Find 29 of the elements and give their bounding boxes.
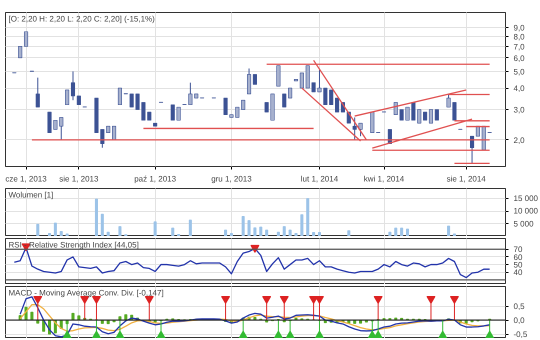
y-tick-label: 9,0 — [514, 23, 526, 32]
chart-title: Wolumen [1] — [8, 190, 54, 200]
y-tick-label: 6,0 — [514, 54, 526, 63]
y-tick-label: 5 000 — [514, 219, 534, 228]
chart-title: MACD - Moving Average Conv. Div. [-0,147] — [8, 288, 164, 298]
y-tick-label: 4,0 — [514, 84, 526, 94]
y-tick-label: 10 000 — [514, 206, 539, 216]
x-tick-label: gru 1, 2013 — [211, 174, 252, 184]
chart-title: RSI - Relative Strength Index [44,05] — [8, 240, 139, 250]
x-tick-label: sie 1, 2013 — [59, 174, 99, 184]
y-tick-label: 5,0 — [514, 67, 526, 76]
y-tick-label: 3,0 — [514, 106, 526, 115]
y-tick-label: 50 — [514, 260, 523, 270]
y-tick-label: 60 — [514, 252, 523, 262]
y-tick-label: 0,5 — [514, 302, 526, 312]
x-tick-label: kwi 1, 2014 — [364, 174, 405, 184]
y-tick-label: -0,5 — [514, 330, 528, 340]
x-tick-label: lut 1, 2014 — [300, 174, 339, 184]
y-tick-label: 0,0 — [514, 316, 526, 326]
x-tick-label: sie 1, 2014 — [446, 174, 486, 184]
y-tick-label: 40 — [514, 268, 523, 278]
chart-title: [O: 2,20 H: 2,20 L: 2,20 C: 2,20] (-15,1%) — [8, 14, 156, 24]
x-tick-label: paź 1, 2013 — [134, 174, 177, 184]
y-tick-label: 2,0 — [514, 136, 526, 145]
y-tick-label: 70 — [514, 245, 523, 254]
y-tick-label: 15 000 — [514, 194, 539, 204]
y-tick-label: 7,0 — [514, 42, 526, 52]
y-tick-label: 8,0 — [514, 32, 526, 42]
x-tick-label: cze 1, 2013 — [5, 174, 48, 184]
